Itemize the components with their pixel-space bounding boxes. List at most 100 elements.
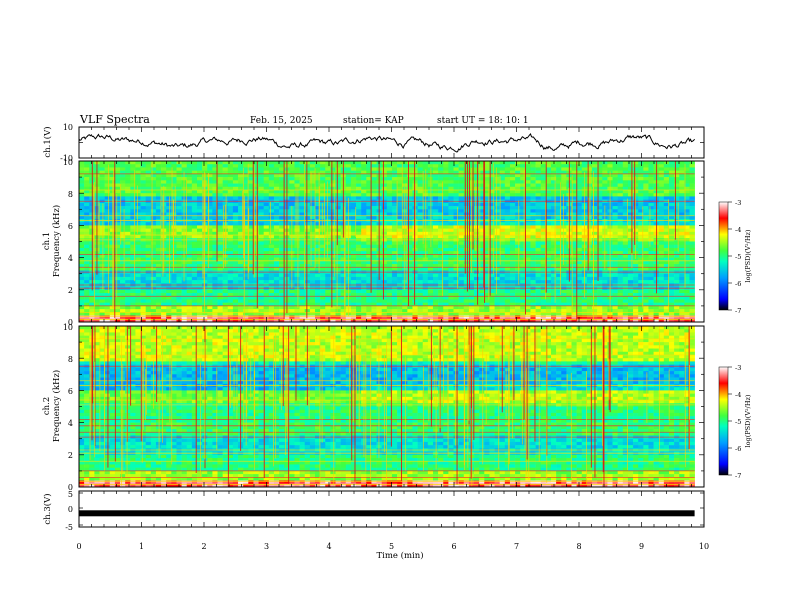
spectrogram-cell <box>536 280 541 284</box>
spectrogram-cell <box>264 222 269 226</box>
spectrogram-cell <box>166 222 171 226</box>
spectrogram-cell <box>623 242 628 246</box>
spectrogram-cell <box>412 254 417 258</box>
spectrogram-cell <box>402 164 407 168</box>
spectrogram-cell <box>371 254 376 258</box>
spectrogram-cell <box>495 274 500 278</box>
spectrogram-cell <box>192 222 197 226</box>
spectrogram-cell <box>464 164 469 168</box>
spectrogram-cell <box>382 164 387 168</box>
spectrogram-cell <box>218 229 223 233</box>
spectrogram-cell <box>412 203 417 207</box>
spectrogram-cell <box>418 235 423 239</box>
spectrogram-cell <box>192 193 197 197</box>
spectrogram-cell <box>423 267 428 271</box>
spectrogram-cell <box>412 235 417 239</box>
spectrogram-cell <box>618 164 623 168</box>
spectrogram-cell <box>315 254 320 258</box>
spectrogram-cell <box>525 274 530 278</box>
spectrogram-cell <box>371 248 376 252</box>
spectrogram-cell <box>253 290 258 294</box>
spectrogram-cell <box>433 216 438 220</box>
spectrogram-cell <box>325 225 330 229</box>
spectrogram-cell <box>510 196 515 200</box>
spectrogram-cell <box>105 177 110 181</box>
spectrogram-cell <box>125 222 130 226</box>
spectrogram-cell <box>561 184 566 188</box>
spectrogram-cell <box>412 261 417 265</box>
spectrogram-cell <box>161 177 166 181</box>
spectrogram-cell <box>151 184 156 188</box>
spectrogram-cell <box>628 196 633 200</box>
spectrogram-cell <box>628 184 633 188</box>
spectrogram-cell <box>520 277 525 281</box>
spectrogram-cell <box>151 177 156 181</box>
spectrogram-cell <box>679 177 684 181</box>
spectrogram-cell <box>402 242 407 246</box>
spectrogram-cell <box>146 203 151 207</box>
spectrogram-cell <box>443 206 448 210</box>
spectrogram-cell <box>433 267 438 271</box>
spectrogram-cell <box>330 161 335 165</box>
spectrogram-cell <box>371 267 376 271</box>
spectrogram-cell <box>207 242 212 246</box>
spectrogram-cell <box>325 290 330 294</box>
spectrogram-cell <box>356 222 361 226</box>
spectrogram-cell <box>146 225 151 229</box>
spectrogram-cell <box>356 261 361 265</box>
spectrogram-cell <box>443 161 448 165</box>
spectrogram-cell <box>643 190 648 194</box>
spectrogram-cell <box>135 274 140 278</box>
spectrogram-cell <box>515 180 520 184</box>
spectrogram-cell <box>689 196 694 200</box>
spectrogram-cell <box>536 225 541 229</box>
spectrogram-cell <box>197 277 202 281</box>
spectrogram-cell <box>135 280 140 284</box>
spectrogram-cell <box>648 274 653 278</box>
spectrogram-cell <box>618 184 623 188</box>
spectrogram-cell <box>105 277 110 281</box>
spectrogram-cell <box>259 206 264 210</box>
spectrogram-cell <box>577 180 582 184</box>
spectrogram-cell <box>412 161 417 165</box>
spectrogram-cell <box>305 177 310 181</box>
spectrogram-cell <box>361 267 366 271</box>
spectrogram-cell <box>197 261 202 265</box>
spectrogram-cell <box>505 277 510 281</box>
spectrogram-cell <box>105 203 110 207</box>
spectrogram-cell <box>679 216 684 220</box>
spectrogram-cell <box>361 174 366 178</box>
spectrogram-cell <box>310 167 315 171</box>
spectrogram-cell <box>84 177 89 181</box>
spectrogram-cell <box>320 242 325 246</box>
spectrogram-cell <box>628 248 633 252</box>
spectrogram-cell <box>100 196 105 200</box>
spectrogram-cell <box>618 242 623 246</box>
spectrogram-cell <box>505 209 510 213</box>
spectrogram-cell <box>484 177 489 181</box>
spectrogram-cell <box>176 274 181 278</box>
spectrogram-cell <box>187 167 192 171</box>
spectrogram-cell <box>264 261 269 265</box>
spectrogram-cell <box>79 290 84 294</box>
spectrogram-cell <box>135 248 140 252</box>
spectrogram-cell <box>387 280 392 284</box>
spectrogram-cell <box>207 245 212 249</box>
spectrogram-cell <box>433 280 438 284</box>
spectrogram-cell <box>623 193 628 197</box>
spectrogram-cell <box>228 190 233 194</box>
spectrogram-cell <box>192 174 197 178</box>
spectrogram-cell <box>161 280 166 284</box>
spectrogram-cell <box>305 248 310 252</box>
spectrogram-cell <box>305 174 310 178</box>
spectrogram-cell <box>602 174 607 178</box>
spectrogram-cell <box>402 280 407 284</box>
spectrogram-cell <box>443 184 448 188</box>
spectrogram-cell <box>238 261 243 265</box>
spectrogram-cell <box>156 254 161 258</box>
spectrogram-cell <box>628 274 633 278</box>
spectrogram-cell <box>618 167 623 171</box>
spectrogram-cell <box>443 248 448 252</box>
spectrogram-cell <box>515 242 520 246</box>
spectrogram-cell <box>551 277 556 281</box>
